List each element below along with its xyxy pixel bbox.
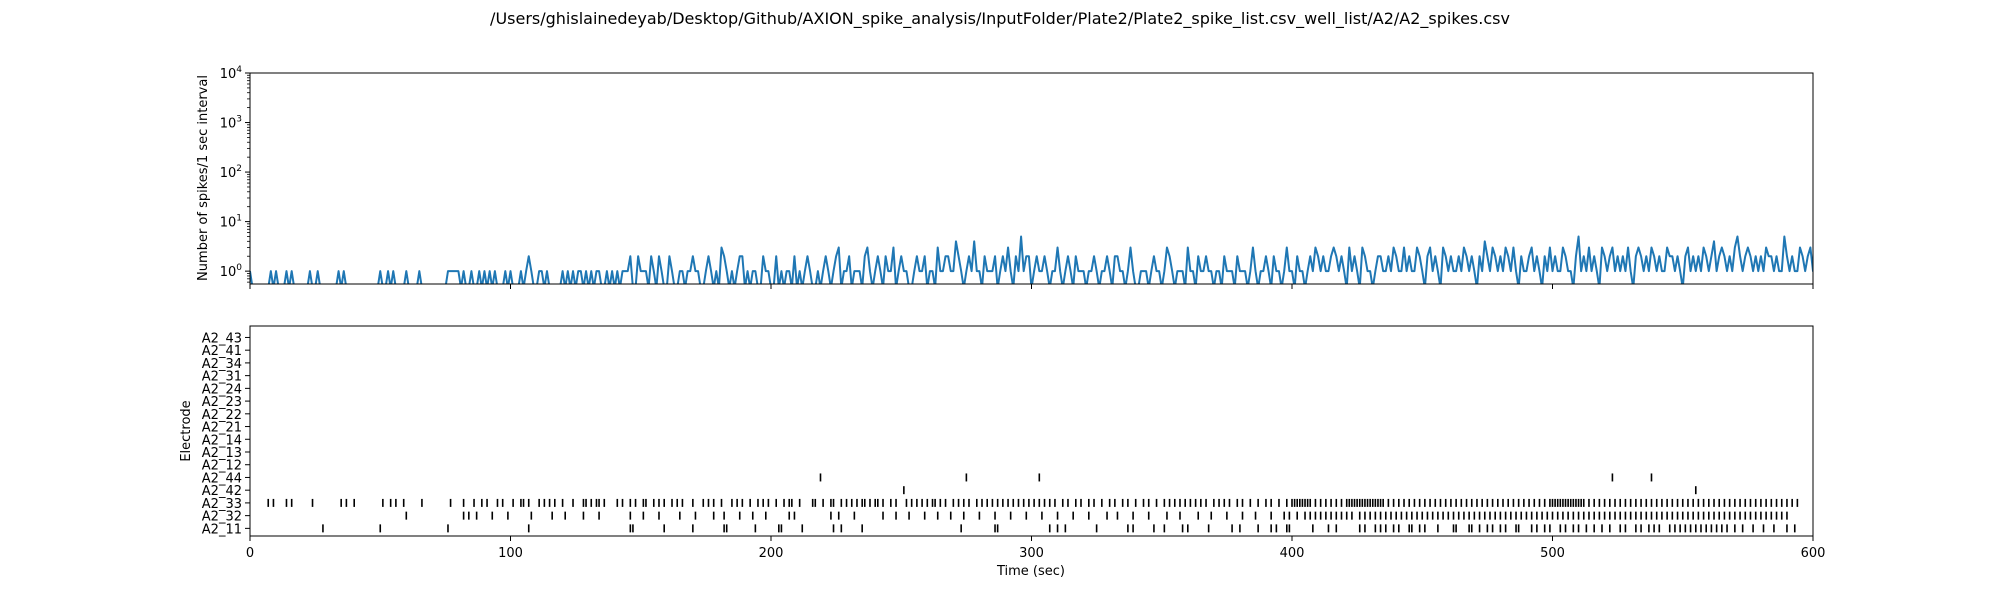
electrode-tick-label: A2_13 [202, 446, 242, 461]
bottom-axes-frame [249, 325, 1814, 537]
raster-ticks-layer [267, 473, 1799, 533]
top-y-tick-label: 102 [220, 164, 242, 181]
electrode-tick-label: A2_21 [202, 421, 242, 436]
top-y-axis-label: Number of spikes/1 sec interval [196, 75, 211, 281]
time-x-tick-label: 100 [498, 546, 523, 561]
time-x-tick-label: 0 [246, 546, 254, 561]
top-axes-frame [249, 72, 1814, 285]
electrode-tick-label: A2_24 [202, 382, 242, 397]
electrode-tick-label: A2_11 [202, 522, 242, 537]
time-x-ticks: 0 100 200 300 400 500 600 [246, 536, 1826, 561]
electrode-tick-label: A2_23 [202, 395, 242, 410]
top-y-ticks: 100 101 102 103 104 [220, 65, 250, 283]
top-y-tick-label: 104 [220, 65, 243, 82]
electrode-tick-label: A2_12 [202, 459, 242, 474]
bottom-x-axis-label: Time (sec) [996, 564, 1065, 579]
electrode-tick-label: A2_42 [202, 484, 242, 499]
electrode-tick-label: A2_31 [202, 370, 242, 385]
electrode-tick-label: A2_34 [202, 357, 242, 372]
time-x-tick-label: 200 [759, 546, 784, 561]
electrode-tick-label: A2_44 [202, 471, 242, 486]
top-y-tick-label: 100 [220, 263, 243, 280]
figure-title: /Users/ghislainedeyab/Desktop/Github/AXI… [490, 9, 1510, 29]
electrode-tick-label: A2_43 [202, 331, 242, 346]
time-x-tick-label: 500 [1540, 546, 1565, 561]
top-y-tick-label: 101 [220, 214, 242, 231]
spike-count-series-line [250, 235, 1813, 284]
spike-count-line-layer [250, 235, 1813, 284]
time-x-tick-label: 600 [1801, 546, 1826, 561]
electrode-tick-label: A2_32 [202, 510, 242, 525]
spike-count-panel: 100 101 102 103 104 Number of spikes/1 sec i… [196, 65, 1814, 289]
electrode-y-ticks: A2_11A2_32A2_33A2_42A2_44A2_12A2_13A2_14… [202, 331, 250, 537]
electrode-tick-label: A2_14 [202, 433, 242, 448]
electrode-tick-label: A2_41 [202, 344, 242, 359]
electrode-tick-label: A2_22 [202, 408, 242, 423]
top-x-ticks [249, 284, 1814, 289]
top-y-tick-label: 103 [220, 115, 242, 132]
electrode-tick-label: A2_33 [202, 497, 242, 512]
raster-panel: A2_11A2_32A2_33A2_42A2_44A2_12A2_13A2_14… [179, 325, 1826, 579]
bottom-y-axis-label: Electrode [179, 400, 194, 461]
time-x-tick-label: 400 [1280, 546, 1305, 561]
time-x-tick-label: 300 [1019, 546, 1044, 561]
